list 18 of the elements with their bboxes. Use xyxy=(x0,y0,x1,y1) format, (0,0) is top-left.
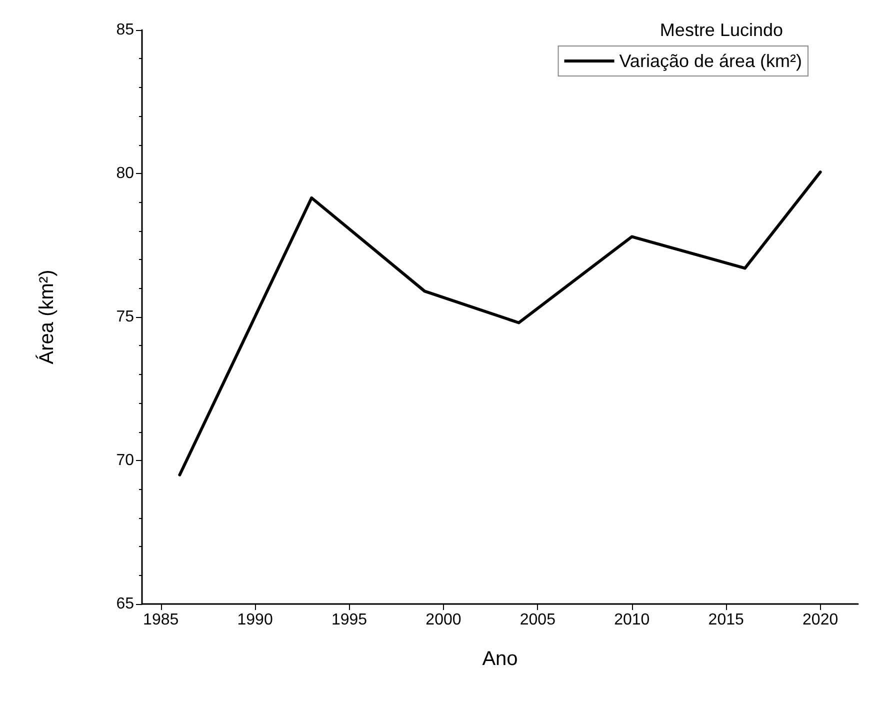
legend-label: Variação de área (km²) xyxy=(619,51,802,71)
x-tick-label: 2015 xyxy=(708,612,744,628)
y-tick-label: 65 xyxy=(116,596,134,612)
x-tick-label: 2020 xyxy=(802,612,838,628)
y-tick-label: 85 xyxy=(116,22,134,38)
y-axis-title: Área (km²) xyxy=(35,270,58,364)
x-tick-label: 1985 xyxy=(143,612,179,628)
y-tick-label: 70 xyxy=(116,452,134,469)
x-tick-label: 2005 xyxy=(520,612,556,628)
y-tick-label: 75 xyxy=(116,308,134,326)
x-tick-label: 1990 xyxy=(237,612,273,628)
chart-title: Mestre Lucindo xyxy=(660,20,784,40)
x-tick-label: 2010 xyxy=(614,612,650,628)
y-tick-label: 80 xyxy=(116,165,134,182)
x-tick-label: 1995 xyxy=(331,612,368,628)
x-axis-title: Ano xyxy=(482,648,518,670)
line-series xyxy=(178,170,822,476)
x-tick-label: 2000 xyxy=(426,612,462,628)
